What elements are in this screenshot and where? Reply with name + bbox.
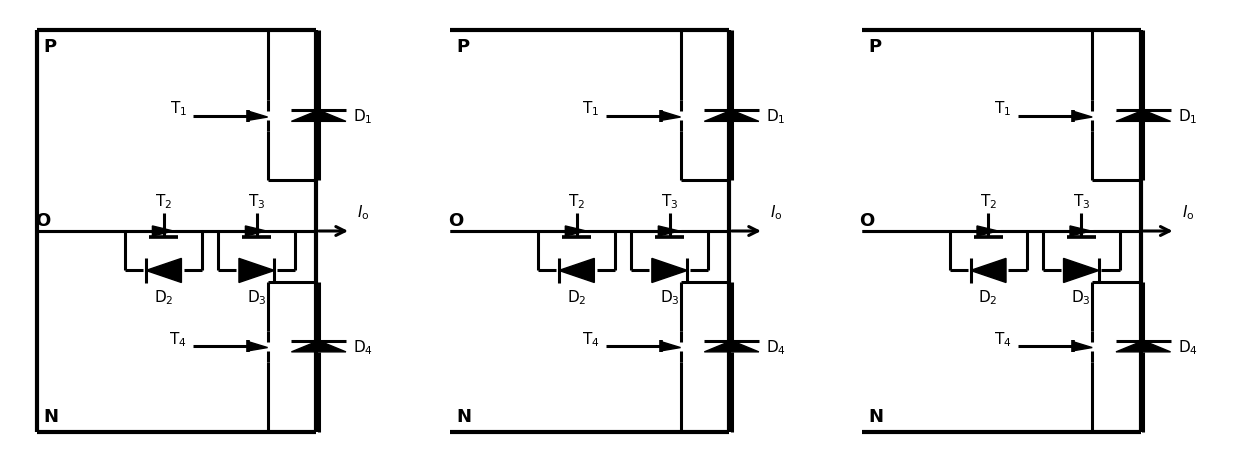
Text: $I_{\mathrm{o}}$: $I_{\mathrm{o}}$: [357, 203, 370, 221]
Text: D$_1$: D$_1$: [766, 107, 786, 126]
Polygon shape: [248, 112, 268, 121]
Text: D$_3$: D$_3$: [1071, 288, 1091, 306]
Polygon shape: [1064, 259, 1099, 283]
Text: O: O: [859, 211, 874, 229]
Text: P: P: [456, 38, 470, 56]
Text: T$_1$: T$_1$: [994, 100, 1012, 118]
Polygon shape: [658, 226, 680, 237]
Text: $I_{\mathrm{o}}$: $I_{\mathrm{o}}$: [1182, 203, 1194, 221]
Polygon shape: [1073, 342, 1092, 351]
Polygon shape: [248, 342, 268, 351]
Polygon shape: [559, 259, 594, 283]
Polygon shape: [246, 226, 267, 237]
Text: D$_2$: D$_2$: [154, 288, 174, 306]
Polygon shape: [291, 341, 346, 352]
Text: O: O: [448, 211, 463, 229]
Polygon shape: [1073, 112, 1092, 121]
Text: T$_4$: T$_4$: [993, 329, 1012, 348]
Polygon shape: [1116, 111, 1171, 122]
Text: P: P: [43, 38, 57, 56]
Polygon shape: [704, 111, 759, 122]
Text: T$_4$: T$_4$: [582, 329, 600, 348]
Polygon shape: [1116, 341, 1171, 352]
Polygon shape: [153, 226, 174, 237]
Text: T$_1$: T$_1$: [170, 100, 187, 118]
Text: T$_3$: T$_3$: [248, 192, 265, 211]
Text: N: N: [456, 407, 471, 425]
Text: T$_3$: T$_3$: [1073, 192, 1090, 211]
Polygon shape: [661, 112, 681, 121]
Text: D$_1$: D$_1$: [353, 107, 373, 126]
Polygon shape: [652, 259, 687, 283]
Text: T$_1$: T$_1$: [583, 100, 600, 118]
Text: T$_3$: T$_3$: [661, 192, 678, 211]
Text: O: O: [35, 211, 50, 229]
Polygon shape: [704, 341, 759, 352]
Text: D$_4$: D$_4$: [766, 337, 786, 356]
Text: D$_3$: D$_3$: [660, 288, 680, 306]
Polygon shape: [239, 259, 274, 283]
Text: T$_4$: T$_4$: [169, 329, 187, 348]
Polygon shape: [661, 342, 681, 351]
Text: D$_2$: D$_2$: [567, 288, 587, 306]
Text: D$_2$: D$_2$: [978, 288, 998, 306]
Text: T$_2$: T$_2$: [980, 192, 997, 211]
Text: D$_3$: D$_3$: [247, 288, 267, 306]
Text: T$_2$: T$_2$: [568, 192, 585, 211]
Text: N: N: [43, 407, 58, 425]
Text: T$_2$: T$_2$: [155, 192, 172, 211]
Text: N: N: [868, 407, 883, 425]
Text: D$_1$: D$_1$: [1178, 107, 1198, 126]
Polygon shape: [971, 259, 1006, 283]
Text: D$_4$: D$_4$: [353, 337, 373, 356]
Polygon shape: [565, 226, 587, 237]
Polygon shape: [291, 111, 346, 122]
Text: $I_{\mathrm{o}}$: $I_{\mathrm{o}}$: [770, 203, 782, 221]
Polygon shape: [146, 259, 181, 283]
Polygon shape: [1070, 226, 1091, 237]
Text: D$_4$: D$_4$: [1178, 337, 1198, 356]
Polygon shape: [977, 226, 998, 237]
Text: P: P: [868, 38, 882, 56]
